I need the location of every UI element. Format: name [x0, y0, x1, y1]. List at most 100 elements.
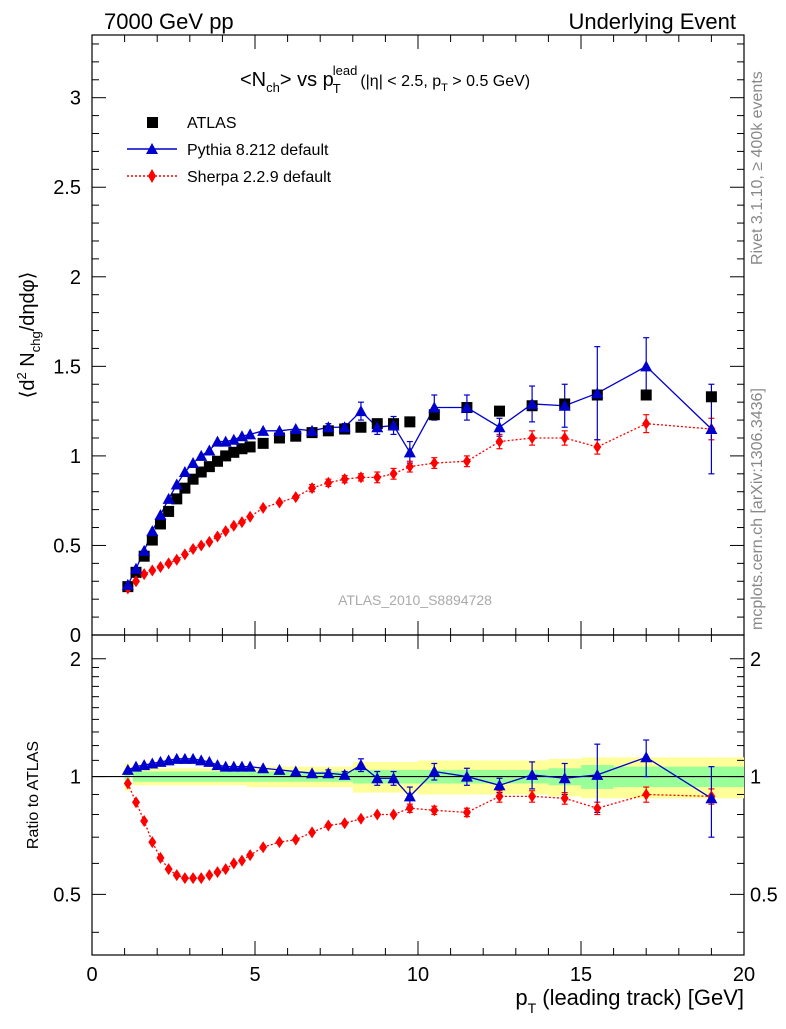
point-sherpa — [389, 467, 398, 480]
x-tick-label: 5 — [249, 964, 260, 986]
ratio-point-sherpa — [462, 806, 471, 819]
point-pythia — [121, 578, 134, 590]
ratio-point-sherpa — [237, 854, 246, 867]
point-pythia — [211, 435, 224, 447]
point-atlas — [138, 550, 150, 562]
analysis-watermark: ATLAS_2010_S8894728 — [338, 592, 492, 608]
point-atlas — [257, 437, 269, 449]
point-atlas — [195, 466, 207, 478]
ratio-point-pythia — [460, 770, 473, 782]
y-tick-label: 2.5 — [53, 177, 81, 199]
point-sherpa — [373, 471, 382, 484]
point-sherpa — [156, 560, 165, 573]
ratio-point-sherpa — [642, 788, 651, 801]
point-atlas — [171, 493, 183, 505]
series-line-sherpa — [127, 422, 712, 589]
point-sherpa — [593, 440, 602, 453]
ratio-point-sherpa — [291, 833, 300, 846]
x-axis-label: pT (leading track) [GeV] — [515, 985, 744, 1016]
point-sherpa — [356, 471, 365, 484]
point-sherpa — [324, 476, 333, 489]
point-sherpa — [172, 553, 181, 566]
point-atlas — [154, 518, 166, 530]
ratio-point-sherpa — [373, 808, 382, 821]
ratio-point-pythia — [428, 765, 441, 777]
mcplots-label: mcplots.cern.ch [arXiv:1306.3436] — [749, 388, 766, 630]
point-pythia — [460, 401, 473, 413]
ratio-point-pythia — [170, 752, 183, 764]
point-atlas — [146, 534, 158, 546]
ratio-point-sherpa — [308, 826, 317, 839]
legend-label-sherpa: Sherpa 2.2.9 default — [187, 169, 332, 186]
point-atlas — [187, 473, 199, 485]
ratio-point-sherpa — [356, 812, 365, 825]
point-atlas — [236, 443, 248, 455]
y-tick-label: 0.5 — [53, 535, 81, 557]
point-pythia — [146, 525, 159, 537]
ratio-line-sherpa — [127, 783, 712, 879]
point-pythia — [244, 428, 257, 440]
series-layer — [121, 337, 718, 595]
ratio-point-pythia — [558, 772, 571, 784]
ratio-point-pythia — [121, 763, 134, 775]
point-sherpa — [213, 530, 222, 543]
point-atlas — [163, 505, 175, 517]
axis-ticks: 0 5 10 15 20 0 0.5 1 1.5 2 2.5 3 0.5 0.5 1 1 2 2 — [53, 35, 778, 986]
point-pythia — [526, 397, 539, 409]
ratio-point-pythia — [403, 790, 416, 802]
point-sherpa — [560, 431, 569, 444]
ratio-point-pythia — [211, 759, 224, 771]
ratio-point-pythia — [289, 765, 302, 777]
ratio-point-pythia — [640, 751, 653, 763]
x-tick-label: 10 — [407, 964, 429, 986]
point-sherpa — [291, 491, 300, 504]
ratio-point-pythia — [235, 760, 248, 772]
point-pythia — [371, 421, 384, 433]
point-sherpa — [140, 568, 149, 581]
ratio-point-pythia — [244, 760, 257, 772]
header-right: Underlying Event — [568, 9, 736, 34]
y-tick-label: 2 — [70, 267, 81, 289]
ratio-point-sherpa — [340, 817, 349, 830]
ratio-point-sherpa — [405, 802, 414, 815]
point-pythia — [354, 405, 367, 417]
point-atlas — [244, 441, 256, 453]
ratio-point-pythia — [219, 760, 232, 772]
ratio-point-sherpa — [389, 808, 398, 821]
point-sherpa — [221, 525, 230, 538]
point-atlas — [640, 389, 652, 401]
ratio-line-pythia — [127, 756, 712, 799]
ratio-y-tick-label: 0.5 — [53, 884, 81, 906]
point-pythia — [338, 421, 351, 433]
ratio-y-tick-label: 2 — [70, 649, 81, 671]
point-pythia — [558, 399, 571, 411]
ratio-point-sherpa — [164, 863, 173, 876]
ratio-point-sherpa — [189, 872, 198, 885]
point-sherpa — [180, 548, 189, 561]
point-pythia — [227, 433, 240, 445]
ratio-layer — [121, 739, 718, 885]
point-pythia — [273, 424, 286, 436]
point-sherpa — [246, 510, 255, 523]
point-sherpa — [148, 564, 157, 577]
y-tick-label: 0 — [70, 625, 81, 647]
ratio-point-sherpa — [205, 869, 214, 882]
ratio-point-sherpa — [123, 777, 132, 790]
point-pythia — [591, 387, 604, 399]
point-pythia — [428, 401, 441, 413]
point-pythia — [306, 424, 319, 436]
ratio-point-sherpa — [148, 836, 157, 849]
y-tick-label: 3 — [70, 88, 81, 110]
header-left: 7000 GeV pp — [104, 9, 234, 34]
point-atlas — [290, 430, 302, 442]
ratio-point-sherpa — [156, 851, 165, 864]
point-sherpa — [642, 417, 651, 430]
ratio-y-tick-label-right: 1 — [750, 767, 761, 789]
point-atlas — [404, 416, 416, 428]
point-atlas — [228, 446, 240, 458]
legend-label-pythia: Pythia 8.212 default — [187, 142, 329, 159]
plot-title: <Nch> vs pTlead(|η| < 2.5, pT > 0.5 GeV) — [240, 63, 530, 96]
point-pythia — [640, 360, 653, 372]
point-sherpa — [340, 473, 349, 486]
point-atlas — [355, 421, 367, 433]
